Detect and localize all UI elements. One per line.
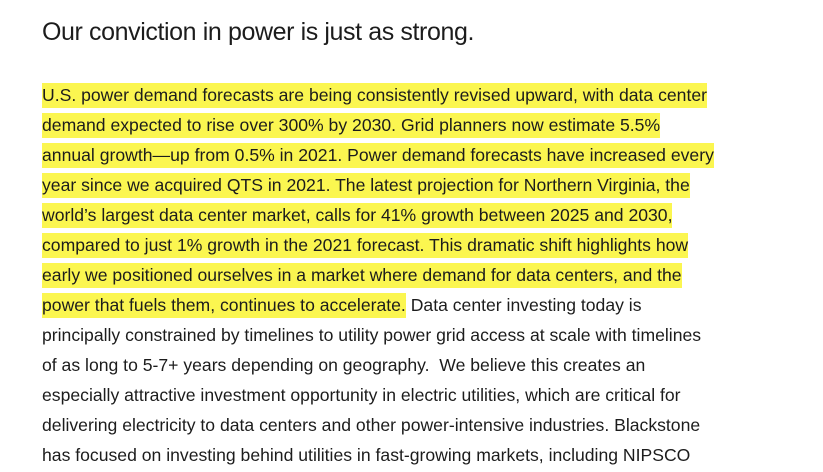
highlighted-text: power that fuels them, continues to acce… bbox=[42, 293, 406, 318]
highlighted-text: demand expected to rise over 300% by 203… bbox=[42, 113, 661, 138]
paragraph-line: early we positioned ourselves in a marke… bbox=[42, 260, 822, 290]
plain-text: Data center investing today is bbox=[405, 295, 642, 315]
paragraph-line: power that fuels them, continues to acce… bbox=[42, 290, 822, 320]
highlighted-text: U.S. power demand forecasts are being co… bbox=[42, 83, 707, 108]
paragraph-line: has focused on investing behind utilitie… bbox=[42, 440, 822, 470]
paragraph-line: world’s largest data center market, call… bbox=[42, 200, 822, 230]
body-paragraph: U.S. power demand forecasts are being co… bbox=[42, 80, 822, 470]
section-heading: Our conviction in power is just as stron… bbox=[42, 18, 475, 46]
paragraph-line: year since we acquired QTS in 2021. The … bbox=[42, 170, 822, 200]
paragraph-line: principally constrained by timelines to … bbox=[42, 320, 822, 350]
paragraph-line: annual growth—up from 0.5% in 2021. Powe… bbox=[42, 140, 822, 170]
plain-text: has focused on investing behind utilitie… bbox=[42, 445, 691, 465]
highlighted-text: world’s largest data center market, call… bbox=[42, 203, 673, 228]
plain-text: principally constrained by timelines to … bbox=[42, 325, 702, 345]
paragraph-line: of as long to 5-7+ years depending on ge… bbox=[42, 350, 822, 380]
paragraph-line: compared to just 1% growth in the 2021 f… bbox=[42, 230, 822, 260]
highlighted-text: annual growth—up from 0.5% in 2021. Powe… bbox=[42, 143, 714, 168]
highlighted-text: early we positioned ourselves in a marke… bbox=[42, 263, 682, 288]
plain-text: delivering electricity to data centers a… bbox=[42, 415, 701, 435]
paragraph-line: delivering electricity to data centers a… bbox=[42, 410, 822, 440]
highlighted-text: year since we acquired QTS in 2021. The … bbox=[42, 173, 690, 198]
highlighted-text: compared to just 1% growth in the 2021 f… bbox=[42, 233, 689, 258]
plain-text: of as long to 5-7+ years depending on ge… bbox=[42, 355, 646, 375]
paragraph-line: especially attractive investment opportu… bbox=[42, 380, 822, 410]
paragraph-line: demand expected to rise over 300% by 203… bbox=[42, 110, 822, 140]
paragraph-line: U.S. power demand forecasts are being co… bbox=[42, 80, 822, 110]
plain-text: especially attractive investment opportu… bbox=[42, 385, 681, 405]
